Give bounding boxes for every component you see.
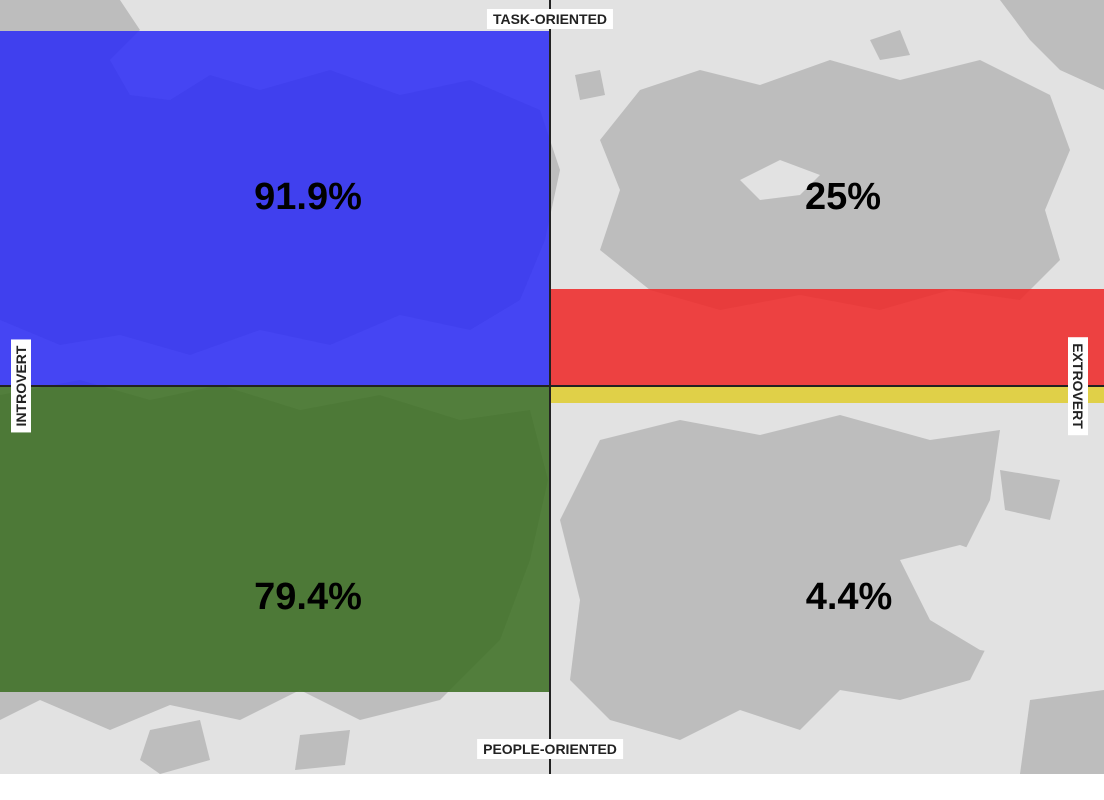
axis-label-right: EXTROVERT [1068,337,1088,435]
quadrant-chart: 91.9% 25% 79.4% 4.4% TASK-ORIENTED PEOPL… [0,0,1104,774]
quadrant-fill-bottom-right [551,386,1104,403]
quadrant-value-bottom-right: 4.4% [805,576,893,618]
vertical-axis-line [549,0,551,774]
quadrant-fill-top-right [551,289,1104,386]
quadrant-fill-bottom-left [0,386,549,692]
quadrant-value-top-left: 91.9% [254,176,362,218]
quadrant-value-top-right: 25% [804,176,882,218]
quadrant-fill-top-left [0,31,549,386]
quadrant-value-bottom-left: 79.4% [254,576,362,618]
axis-label-top: TASK-ORIENTED [486,9,614,29]
axis-label-bottom: PEOPLE-ORIENTED [477,739,623,759]
horizontal-axis-line [0,385,1104,387]
axis-label-left: INTROVERT [11,339,31,433]
